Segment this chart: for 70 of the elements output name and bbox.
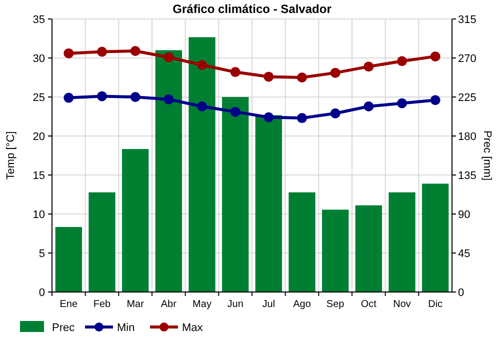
x-tick-label: Ago xyxy=(293,299,312,310)
bar xyxy=(255,115,282,292)
x-tick-label: Abr xyxy=(160,299,178,310)
x-tick-label: Mar xyxy=(126,299,145,310)
bar xyxy=(122,149,149,292)
y2-axis-title: Prec [mm] xyxy=(481,130,493,181)
y2-tick-label: 45 xyxy=(458,248,470,260)
chart-title: Gráfico climático - Salvador xyxy=(172,2,332,16)
point xyxy=(197,60,207,70)
y-tick-label: 20 xyxy=(32,130,45,143)
x-tick-label: Oct xyxy=(360,299,377,310)
x-tick-label: Jul xyxy=(262,299,276,310)
y-tick-label: 15 xyxy=(32,170,45,182)
point xyxy=(97,91,107,102)
y-tick-label: 0 xyxy=(38,286,45,299)
point xyxy=(64,48,74,58)
point xyxy=(330,108,340,118)
y-tick-label: 5 xyxy=(38,248,45,260)
point xyxy=(264,112,274,122)
point xyxy=(164,52,174,62)
y-tick-label: 10 xyxy=(32,208,45,221)
bar xyxy=(322,210,349,292)
point xyxy=(97,46,107,57)
x-tick-label: Nov xyxy=(393,299,411,310)
y-tick-label: 25 xyxy=(32,92,45,104)
y-axis-title: Temp [°C] xyxy=(5,131,17,180)
bar xyxy=(388,192,416,292)
x-tick-label: Dic xyxy=(428,299,443,310)
y2-tick-label: 315 xyxy=(458,14,476,26)
bar xyxy=(222,97,249,292)
point xyxy=(430,95,440,106)
point xyxy=(130,92,140,102)
y2-tick-label: 225 xyxy=(458,92,476,104)
point xyxy=(297,113,307,124)
y2-tick-label: 90 xyxy=(458,208,470,221)
point xyxy=(230,106,240,117)
bar xyxy=(188,37,216,292)
y2-tick-label: 135 xyxy=(458,170,476,182)
y2-tick-label: 0 xyxy=(458,286,464,299)
point xyxy=(230,67,240,78)
point xyxy=(264,72,274,82)
point xyxy=(397,56,407,66)
legend-label: Min xyxy=(117,322,135,334)
bar xyxy=(155,50,182,292)
bar xyxy=(355,205,382,292)
point xyxy=(330,68,340,78)
y2-tick-label: 270 xyxy=(458,52,476,65)
x-tick-label: May xyxy=(192,299,212,310)
point xyxy=(364,101,374,112)
bar xyxy=(288,192,316,292)
point xyxy=(364,62,374,72)
point xyxy=(197,101,207,112)
legend-label: Prec xyxy=(52,322,76,334)
y-tick-label: 35 xyxy=(32,14,45,26)
bar xyxy=(422,184,449,292)
x-tick-label: Feb xyxy=(93,299,112,310)
point xyxy=(130,46,140,56)
x-tick-label: Jun xyxy=(227,299,244,310)
bar xyxy=(55,227,82,292)
y2-tick-label: 180 xyxy=(458,130,476,143)
bar xyxy=(88,192,116,292)
y-tick-label: 30 xyxy=(32,52,45,65)
x-tick-label: Sep xyxy=(326,299,345,310)
point xyxy=(397,98,407,108)
point xyxy=(64,92,74,103)
point xyxy=(430,51,440,62)
legend-label: Max xyxy=(182,322,204,334)
point xyxy=(297,72,307,82)
x-tick-label: Ene xyxy=(60,299,78,310)
point xyxy=(164,94,174,104)
